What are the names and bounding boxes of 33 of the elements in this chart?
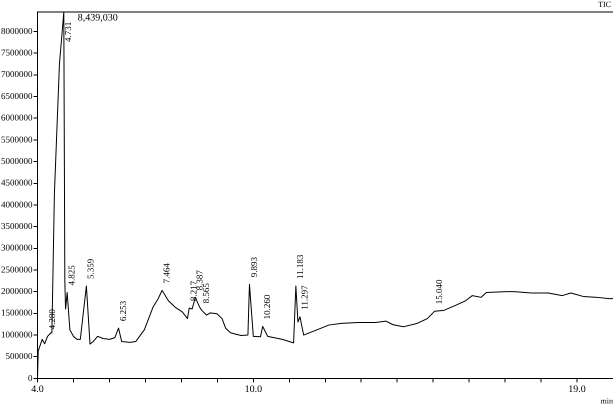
y-tick-label: 2000000 xyxy=(1,286,33,296)
y-tick-label: 7500000 xyxy=(1,48,33,58)
y-tick-label: 6000000 xyxy=(1,112,33,123)
x-tick-label: 10.0 xyxy=(244,384,262,396)
annotation: 4.825 xyxy=(66,264,77,286)
annotation: 4.731 xyxy=(63,22,74,42)
y-tick-label: 5000000 xyxy=(1,156,33,166)
annotation: 11.183 xyxy=(295,254,306,280)
annotation: 11.297 xyxy=(299,284,310,310)
y-tick-label: 1000000 xyxy=(1,329,33,340)
x-axis-title: min xyxy=(600,396,613,406)
annotation: 6.253 xyxy=(118,300,128,322)
y-tick-label: 7000000 xyxy=(1,69,33,80)
y-tick-label: 500000 xyxy=(6,351,33,362)
annotation: 5.359 xyxy=(86,258,96,280)
y-tick-label: 2500000 xyxy=(1,264,33,274)
y-tick-label: 4000000 xyxy=(1,199,33,210)
annotation: 10.260 xyxy=(262,294,272,320)
y-tick-label: 4500000 xyxy=(1,178,33,188)
y-tick-label: 0 xyxy=(28,372,33,383)
text: TIC xyxy=(598,0,611,10)
annotation: 15.040 xyxy=(434,278,444,304)
y-tick-label: 5500000 xyxy=(1,134,33,144)
annotation: 8,439,030 xyxy=(78,12,118,24)
y-tick-label: 1500000 xyxy=(1,308,33,318)
x-tick-label: 4.0 xyxy=(31,384,44,396)
y-tick-label: 8000000 xyxy=(1,26,33,36)
y-tick-label: 3500000 xyxy=(1,220,33,231)
x-tick-label: 19.0 xyxy=(568,384,586,396)
y-tick-label: 3000000 xyxy=(1,242,33,253)
annotation: 9.893 xyxy=(248,256,259,278)
y-tick-label: 6500000 xyxy=(1,90,33,101)
annotation: 7.464 xyxy=(161,262,172,284)
